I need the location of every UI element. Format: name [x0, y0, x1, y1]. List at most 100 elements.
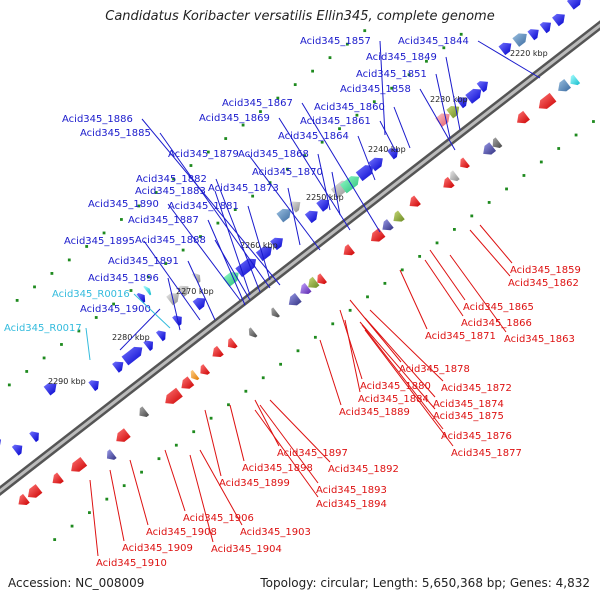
- backbone-highlight: [0, 23, 600, 493]
- forward-gene: [11, 444, 23, 456]
- reverse-gene: [558, 78, 571, 92]
- tick-dot: [15, 298, 19, 302]
- tick-dot: [199, 235, 202, 238]
- tick-dot: [338, 127, 341, 131]
- forward-gene: [136, 292, 146, 304]
- label-leader-line: [254, 409, 319, 498]
- reverse-gene: [106, 449, 117, 460]
- tick-dot: [216, 221, 220, 225]
- gene-label-forward: Acid345_1858: [340, 84, 411, 95]
- tick-dot: [251, 194, 255, 198]
- label-leader-line: [449, 254, 507, 333]
- label-leader-line: [129, 459, 149, 526]
- reverse-gene: [317, 273, 327, 285]
- label-leader-line: [424, 259, 464, 317]
- gene-label-reverse: Acid345_1910: [96, 558, 167, 569]
- tick-dot: [102, 231, 106, 235]
- tick-dot: [592, 120, 595, 123]
- gene-label-forward: Acid345_1881: [168, 201, 239, 212]
- reverse-gene: [181, 376, 195, 389]
- forward-gene: [566, 0, 581, 10]
- gene-label-forward: Acid345_1895: [64, 236, 135, 247]
- tick-dot: [293, 83, 297, 87]
- label-leader-line: [259, 404, 319, 484]
- gene-label-forward: Acid345_1868: [238, 149, 309, 160]
- forward-gene: [276, 208, 291, 223]
- label-leader-line: [379, 120, 396, 151]
- forward-gene: [387, 148, 399, 160]
- reverse-gene: [300, 282, 312, 295]
- gene-label-reverse: Acid345_1897: [277, 448, 348, 459]
- gene-label-reverse: Acid345_1865: [463, 302, 534, 313]
- label-leader-line: [247, 153, 321, 251]
- label-leader-line: [344, 319, 361, 393]
- label-leader-line: [301, 102, 381, 233]
- label-leader-line: [445, 56, 461, 131]
- tick-dot: [224, 137, 228, 140]
- label-leader-line: [349, 299, 402, 363]
- label-leader-line: [143, 240, 201, 321]
- tick-dot: [227, 403, 230, 407]
- label-leader-line: [364, 329, 454, 447]
- tick-dot: [174, 443, 178, 447]
- tick-dot: [400, 268, 404, 272]
- tick-dot: [470, 214, 474, 218]
- forward-gene: [43, 383, 57, 396]
- reverse-gene: [27, 484, 43, 498]
- reverse-gene: [370, 228, 386, 242]
- gene-label-forward: Acid345_1900: [80, 304, 151, 315]
- gene-label-reverse: Acid345_1909: [122, 543, 193, 554]
- tick-dot: [366, 295, 369, 299]
- gene-label-forward: Acid345_1887: [128, 215, 199, 226]
- reverse-gene: [190, 369, 200, 381]
- reverse-gene: [248, 327, 258, 338]
- forward-gene: [527, 29, 539, 41]
- label-leader-line: [254, 399, 280, 447]
- label-leader-line: [339, 309, 363, 380]
- reverse-gene: [139, 406, 150, 417]
- tick-dot: [425, 59, 428, 63]
- tick-dot: [122, 484, 126, 488]
- label-leader-line: [229, 404, 245, 462]
- tick-dot: [192, 430, 196, 434]
- gene-label-reverse: Acid345_1884: [358, 394, 429, 405]
- tick-dot: [286, 167, 289, 171]
- label-leader-line: [89, 479, 99, 557]
- gene-label-reverse: Acid345_1892: [328, 464, 399, 475]
- tick-dot: [348, 308, 352, 312]
- gene-label-reverse: Acid345_1859: [510, 265, 581, 276]
- label-leader-line: [214, 239, 251, 301]
- label-leader-line: [167, 203, 241, 301]
- forward-gene: [465, 88, 482, 104]
- tick-dot: [33, 285, 36, 289]
- label-leader-line: [215, 178, 261, 293]
- tick-dot: [164, 262, 168, 265]
- gene-label-forward: Acid345_1860: [314, 102, 385, 113]
- kbp-tick-label: 2280 kbp: [112, 333, 150, 342]
- reverse-gene: [227, 337, 238, 349]
- gene-label-forward: Acid345_1883: [135, 186, 206, 197]
- reverse-gene: [443, 176, 455, 189]
- gene-label-reverse: Acid345_1871: [425, 331, 496, 342]
- label-leader-line: [119, 308, 161, 351]
- label-leader-line: [278, 117, 351, 231]
- label-leader-line: [393, 106, 411, 149]
- tick-dot: [261, 376, 265, 380]
- gene-label-forward: Acid345_1896: [88, 273, 159, 284]
- forward-gene: [235, 258, 257, 278]
- label-leader-line: [435, 73, 451, 139]
- tick-dot: [435, 241, 439, 245]
- tick-dot: [259, 110, 262, 113]
- gene-label-forward: Acid345_1886: [62, 114, 133, 125]
- reverse-gene: [288, 293, 302, 306]
- forward-gene: [435, 113, 450, 128]
- reverse-gene: [460, 157, 470, 169]
- reverse-gene: [52, 472, 64, 484]
- reverse-gene: [570, 74, 581, 86]
- gene-label-forward: Acid345_1870: [252, 167, 323, 178]
- tick-dot: [390, 86, 394, 90]
- label-leader-line: [331, 171, 341, 216]
- gene-label-forward: Acid345_1869: [199, 113, 270, 124]
- label-leader-line: [317, 153, 331, 211]
- kbp-tick-label: 2240 kbp: [368, 145, 406, 154]
